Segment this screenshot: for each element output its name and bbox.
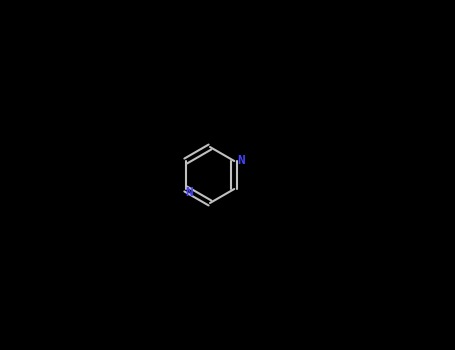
Text: N: N: [238, 154, 245, 168]
Text: N: N: [186, 186, 193, 199]
